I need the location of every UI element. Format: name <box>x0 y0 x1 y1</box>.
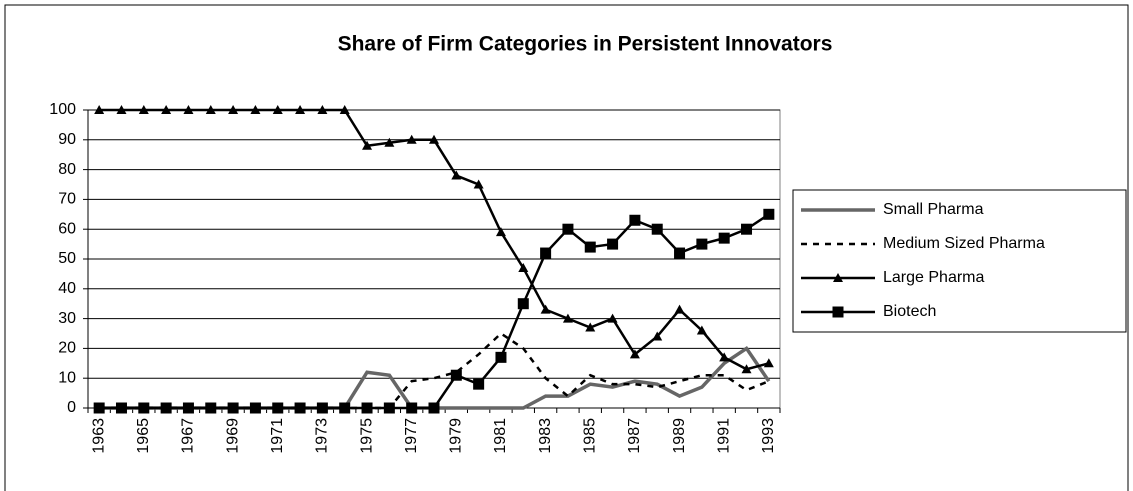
data-point <box>540 247 552 259</box>
y-tick-label: 0 <box>67 399 76 416</box>
x-tick-label: 1973 <box>314 418 331 454</box>
data-point <box>294 402 306 414</box>
data-point <box>116 105 127 114</box>
data-point <box>718 232 730 244</box>
x-tick-label: 1985 <box>581 418 598 454</box>
x-tick-label: 1993 <box>760 418 777 454</box>
data-point <box>406 402 418 414</box>
data-point <box>138 402 150 414</box>
x-tick-label: 1987 <box>626 418 643 454</box>
data-point <box>362 140 373 150</box>
data-point <box>317 105 328 114</box>
data-point <box>272 402 284 414</box>
data-point <box>607 313 618 323</box>
x-tick-label: 1975 <box>358 418 375 454</box>
y-tick-label: 50 <box>58 250 76 267</box>
data-point <box>763 358 774 368</box>
data-point <box>250 105 261 114</box>
data-point <box>361 402 373 414</box>
data-point <box>383 402 395 414</box>
chart-title: Share of Firm Categories in Persistent I… <box>338 33 833 56</box>
y-tick-label: 100 <box>49 101 76 118</box>
x-tick-label: 1971 <box>269 418 286 454</box>
legend-label: Large Pharma <box>883 269 984 286</box>
data-point <box>115 402 127 414</box>
y-tick-label: 30 <box>58 310 76 327</box>
y-tick-label: 90 <box>58 131 76 148</box>
data-point <box>227 402 239 414</box>
data-point <box>495 351 507 363</box>
data-point <box>160 402 172 414</box>
data-point <box>719 352 730 362</box>
data-point <box>295 105 306 114</box>
data-point <box>674 304 685 314</box>
data-point <box>518 262 529 272</box>
data-point <box>339 402 351 414</box>
data-point <box>473 179 484 189</box>
data-point <box>584 241 596 253</box>
data-point <box>540 304 551 314</box>
data-point <box>674 247 686 259</box>
data-point <box>473 378 485 390</box>
legend-label: Medium Sized Pharma <box>883 235 1045 252</box>
data-point <box>696 325 707 335</box>
data-point <box>428 402 440 414</box>
data-point <box>833 273 843 282</box>
data-point <box>272 105 283 114</box>
y-tick-label: 70 <box>58 191 76 208</box>
data-point <box>316 402 328 414</box>
legend-label: Biotech <box>883 303 936 320</box>
y-tick-label: 40 <box>58 280 76 297</box>
data-point <box>763 208 775 220</box>
legend-label: Small Pharma <box>883 201 984 218</box>
y-tick-label: 20 <box>58 340 76 357</box>
x-tick-label: 1991 <box>715 418 732 454</box>
data-point <box>629 214 641 226</box>
data-point <box>562 313 573 323</box>
data-point <box>651 223 663 235</box>
data-point <box>205 402 217 414</box>
x-tick-label: 1981 <box>492 418 509 454</box>
data-point <box>629 349 640 359</box>
data-point <box>249 402 261 414</box>
x-tick-label: 1967 <box>180 418 197 454</box>
data-point <box>182 402 194 414</box>
data-point <box>696 238 708 250</box>
data-point <box>517 298 529 310</box>
x-tick-label: 1979 <box>448 418 465 454</box>
y-tick-label: 10 <box>58 369 76 386</box>
data-point <box>832 306 844 318</box>
x-tick-label: 1963 <box>90 418 107 454</box>
x-tick-label: 1965 <box>135 418 152 454</box>
data-point <box>228 105 239 114</box>
data-point <box>339 105 350 114</box>
data-point <box>450 369 462 381</box>
data-point <box>161 105 172 114</box>
y-tick-label: 60 <box>58 220 76 237</box>
data-point <box>384 137 395 147</box>
data-point <box>451 170 462 180</box>
data-point <box>183 105 194 114</box>
data-point <box>205 105 216 114</box>
data-point <box>562 223 574 235</box>
data-point <box>93 402 105 414</box>
data-point <box>741 364 752 374</box>
data-point <box>585 322 596 332</box>
data-point <box>406 134 417 144</box>
data-point <box>138 105 149 114</box>
data-point <box>607 238 619 250</box>
legend <box>792 189 1127 333</box>
x-tick-label: 1983 <box>537 418 554 454</box>
data-point <box>429 134 439 144</box>
data-point <box>741 223 753 235</box>
x-tick-label: 1989 <box>671 418 688 454</box>
data-point <box>94 105 105 114</box>
x-tick-label: 1969 <box>224 418 241 454</box>
y-tick-label: 80 <box>58 161 76 178</box>
x-tick-label: 1977 <box>403 418 420 454</box>
data-point <box>652 331 663 341</box>
data-point <box>495 227 506 237</box>
